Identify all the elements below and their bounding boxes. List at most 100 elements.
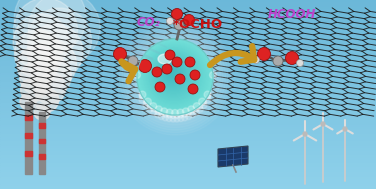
Circle shape	[156, 57, 190, 91]
Bar	[0, 153, 376, 156]
Circle shape	[285, 51, 299, 64]
Circle shape	[186, 111, 191, 116]
Bar	[0, 177, 376, 180]
Bar	[0, 7, 376, 9]
Circle shape	[148, 49, 200, 101]
Circle shape	[167, 68, 177, 78]
Circle shape	[137, 39, 213, 115]
Bar	[0, 4, 376, 7]
Bar	[24, 115, 32, 120]
Bar	[0, 170, 376, 172]
Circle shape	[177, 109, 184, 116]
Circle shape	[179, 111, 183, 115]
Bar	[0, 92, 376, 94]
Bar	[0, 163, 376, 165]
Circle shape	[273, 56, 283, 66]
Circle shape	[182, 108, 190, 115]
Circle shape	[141, 43, 209, 111]
Circle shape	[206, 92, 210, 96]
Circle shape	[144, 98, 152, 105]
Circle shape	[202, 97, 206, 101]
Circle shape	[205, 97, 211, 103]
Bar	[0, 82, 376, 85]
Circle shape	[161, 62, 185, 86]
Circle shape	[178, 113, 183, 118]
Circle shape	[34, 104, 50, 120]
Bar	[0, 127, 376, 130]
Circle shape	[166, 63, 174, 71]
Circle shape	[128, 56, 138, 66]
Circle shape	[174, 116, 180, 122]
Bar	[0, 73, 376, 76]
Circle shape	[171, 109, 179, 116]
Bar	[0, 23, 376, 26]
Bar	[0, 132, 376, 135]
Circle shape	[202, 100, 207, 105]
Bar	[0, 59, 376, 61]
Bar	[0, 179, 376, 182]
Circle shape	[190, 109, 195, 114]
Circle shape	[152, 53, 196, 97]
Circle shape	[190, 112, 196, 118]
Circle shape	[188, 84, 198, 94]
Bar	[0, 108, 376, 111]
Bar	[0, 37, 376, 40]
Circle shape	[158, 113, 164, 119]
Circle shape	[159, 108, 164, 112]
Bar	[0, 160, 376, 163]
Circle shape	[151, 109, 157, 115]
Circle shape	[165, 66, 180, 80]
Circle shape	[165, 65, 180, 81]
Circle shape	[155, 82, 165, 92]
Bar	[0, 40, 376, 43]
Circle shape	[155, 106, 162, 113]
Circle shape	[20, 62, 52, 94]
Bar	[0, 70, 376, 73]
Bar	[24, 102, 32, 174]
Circle shape	[163, 112, 168, 117]
Circle shape	[138, 40, 212, 114]
Bar	[24, 133, 32, 138]
Bar	[0, 148, 376, 151]
Bar	[0, 18, 376, 21]
Circle shape	[143, 100, 149, 105]
Bar	[0, 181, 376, 184]
Circle shape	[166, 109, 173, 116]
Bar	[0, 33, 376, 36]
Circle shape	[151, 52, 197, 98]
Circle shape	[174, 20, 184, 30]
Circle shape	[194, 107, 199, 112]
Bar	[0, 80, 376, 83]
Circle shape	[188, 106, 195, 113]
FancyArrowPatch shape	[121, 61, 135, 81]
Text: CO₂: CO₂	[136, 16, 160, 29]
Bar	[0, 146, 376, 149]
Circle shape	[139, 91, 146, 98]
Bar	[0, 89, 376, 92]
Circle shape	[133, 71, 141, 78]
Circle shape	[191, 107, 194, 111]
Circle shape	[167, 67, 179, 79]
Bar	[0, 172, 376, 175]
Bar	[0, 84, 376, 87]
Circle shape	[158, 59, 188, 89]
Bar	[0, 87, 376, 90]
Bar	[0, 77, 376, 80]
Circle shape	[168, 69, 176, 77]
Bar	[39, 112, 45, 174]
Bar	[24, 151, 32, 156]
Circle shape	[209, 71, 217, 78]
Circle shape	[170, 70, 174, 74]
Bar	[0, 26, 376, 28]
Circle shape	[204, 91, 211, 98]
Circle shape	[193, 103, 200, 110]
Circle shape	[253, 57, 259, 64]
Bar	[0, 68, 376, 71]
Circle shape	[35, 88, 59, 112]
Circle shape	[150, 51, 198, 99]
Circle shape	[152, 67, 162, 77]
Bar	[0, 54, 376, 57]
Bar	[0, 174, 376, 177]
Circle shape	[162, 115, 168, 121]
Bar	[0, 167, 376, 170]
